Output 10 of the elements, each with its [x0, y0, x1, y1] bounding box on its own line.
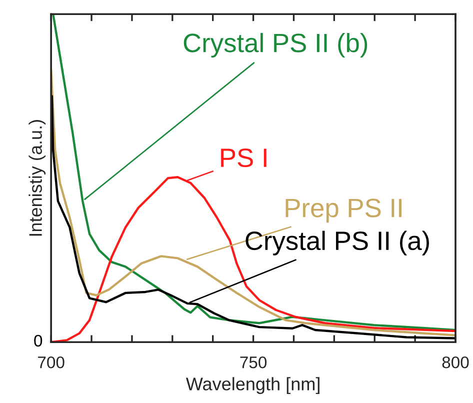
x-tick-label: 800 [442, 356, 469, 368]
x-tick-label: 750 [240, 356, 267, 368]
y-axis-title: Intenistiy (a.u.) [28, 120, 46, 236]
annotation: Crystal PS II (b) [184, 32, 368, 58]
annotation: 0 [34, 334, 42, 347]
annotation: Crystal PS II (a) [246, 230, 429, 256]
x-axis-title: Wavelength [nm] [186, 377, 320, 394]
annotation: Prep PS II [286, 198, 402, 223]
x-tick-label: 700 [38, 356, 64, 368]
annotation: PS I [221, 148, 266, 168]
